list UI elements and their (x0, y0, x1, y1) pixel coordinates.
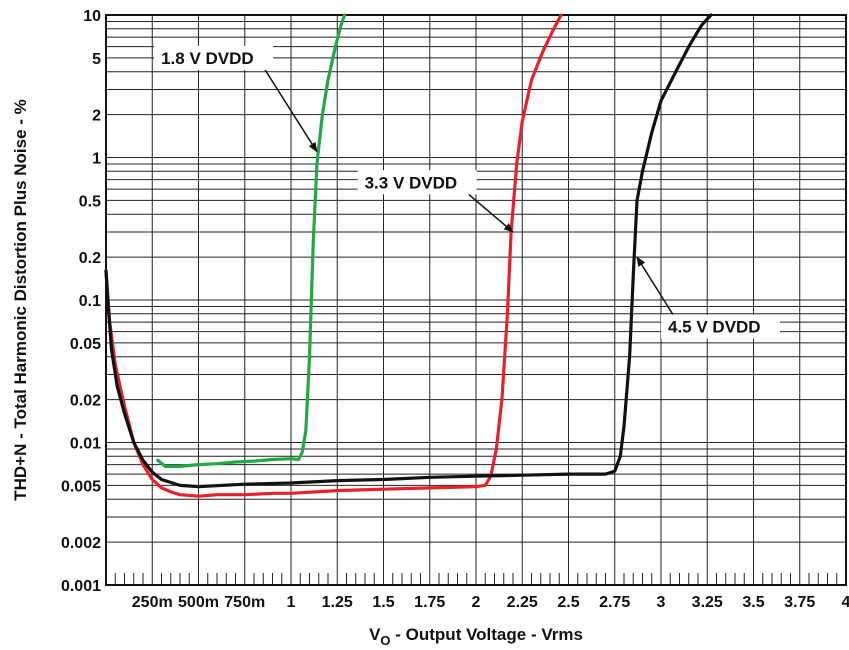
x-tick-label: 2 (472, 594, 481, 611)
x-tick-label: 2.5 (557, 594, 579, 611)
y-tick-label: 0.002 (61, 535, 101, 552)
y-tick-label: 0.5 (79, 193, 101, 210)
annotation-box-2 (357, 170, 477, 195)
x-tick-label: 3 (657, 594, 666, 611)
y-tick-label: 2 (92, 108, 101, 125)
annotation-arrow-2 (468, 193, 514, 233)
x-tick-label: 1.5 (372, 594, 394, 611)
x-tick-label: 250m (132, 594, 173, 611)
series-layer (104, 13, 713, 498)
y-tick-label: 1 (92, 151, 101, 168)
y-tick-label: 0.05 (70, 336, 101, 353)
y-axis-title: THD+N - Total Harmonic Distortion Plus N… (11, 99, 30, 501)
grid-layer (106, 15, 846, 585)
y-tick-label: 0.1 (79, 293, 101, 310)
x-tick-label: 3.25 (692, 594, 723, 611)
annotation-label-3: 4.5 V DVDD (668, 318, 761, 337)
y-tick-label: 0.01 (70, 436, 101, 453)
y-tick-label: 0.2 (79, 250, 101, 267)
x-tick-label: 3.75 (784, 594, 815, 611)
minor-ticks-layer (114, 573, 838, 585)
y-tick-label: 5 (92, 51, 101, 68)
x-tick-label: 3.5 (742, 594, 764, 611)
x-tick-label: 1.25 (322, 594, 353, 611)
plot-frame (105, 14, 847, 586)
y-tick-label: 0.005 (61, 478, 101, 495)
x-axis-title: VO - Output Voltage - Vrms (369, 625, 583, 648)
x-tick-label: 500m (178, 594, 219, 611)
x-tick-label: 750m (224, 594, 265, 611)
annotation-label-2: 3.3 V DVDD (365, 173, 458, 192)
x-tick-label: 4 (842, 594, 849, 611)
x-tick-label: 1 (287, 594, 296, 611)
x-axis-title-main: V (369, 625, 381, 644)
annotation-arrow-1 (264, 69, 318, 153)
x-tick-label: 2.25 (507, 594, 538, 611)
annotation-label-1: 1.8 V DVDD (161, 49, 254, 68)
series-line-2 (104, 13, 563, 498)
x-tick-label: 1.75 (414, 594, 445, 611)
series-line-1 (156, 13, 347, 468)
x-axis-title-subscript: O (380, 633, 390, 648)
x-axis-title-rest: - Output Voltage - Vrms (391, 625, 583, 644)
x-tick-label: 2.75 (599, 594, 630, 611)
annotation-box-3 (661, 314, 780, 339)
tick-label-layer: 250m 500m 750m 1 1.25 1.5 1.75 2 2.25 2.5 2.75 3 3.2… (61, 8, 849, 611)
annotation-box-1 (154, 45, 274, 70)
series-line-3 (104, 13, 713, 489)
annotation-arrow-3 (636, 256, 674, 316)
annotation-layer: 1.8 V DVDD 3.3 V DVDD 4.5 V DVDD (154, 45, 780, 339)
y-tick-label: 0.02 (70, 393, 101, 410)
y-tick-label: 0.001 (61, 578, 101, 595)
y-tick-label: 10 (83, 8, 101, 25)
